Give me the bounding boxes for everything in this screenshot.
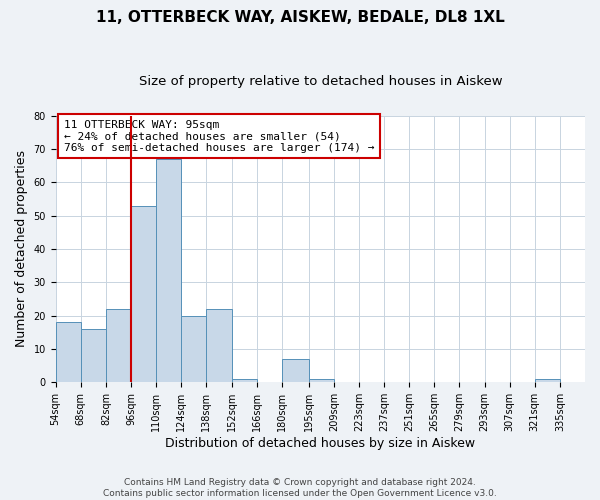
Bar bbox=[56, 322, 81, 382]
Bar bbox=[535, 379, 560, 382]
X-axis label: Distribution of detached houses by size in Aiskew: Distribution of detached houses by size … bbox=[165, 437, 475, 450]
Bar bbox=[181, 316, 206, 382]
Y-axis label: Number of detached properties: Number of detached properties bbox=[15, 150, 28, 348]
Bar bbox=[232, 379, 257, 382]
Bar bbox=[282, 359, 308, 382]
Bar bbox=[156, 159, 181, 382]
Bar bbox=[106, 309, 131, 382]
Title: Size of property relative to detached houses in Aiskew: Size of property relative to detached ho… bbox=[139, 75, 502, 88]
Text: Contains HM Land Registry data © Crown copyright and database right 2024.
Contai: Contains HM Land Registry data © Crown c… bbox=[103, 478, 497, 498]
Bar bbox=[131, 206, 156, 382]
Bar bbox=[206, 309, 232, 382]
Bar bbox=[81, 329, 106, 382]
Text: 11 OTTERBECK WAY: 95sqm
← 24% of detached houses are smaller (54)
76% of semi-de: 11 OTTERBECK WAY: 95sqm ← 24% of detache… bbox=[64, 120, 374, 153]
Text: 11, OTTERBECK WAY, AISKEW, BEDALE, DL8 1XL: 11, OTTERBECK WAY, AISKEW, BEDALE, DL8 1… bbox=[95, 10, 505, 25]
Bar bbox=[308, 379, 334, 382]
